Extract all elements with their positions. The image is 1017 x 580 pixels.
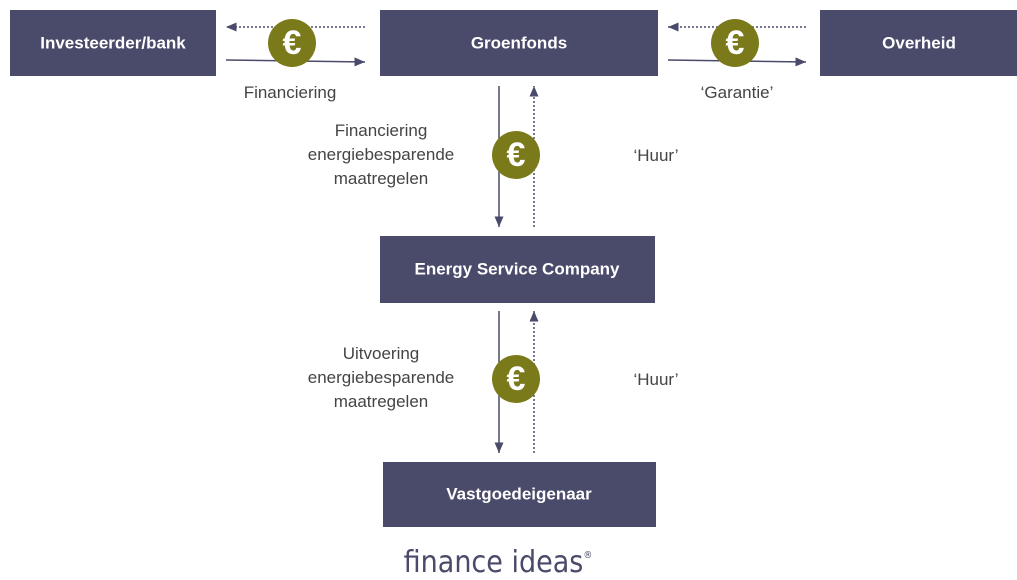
edge-label: Financiering: [244, 83, 337, 102]
edge-label: Uitvoering energiebesparende maatregelen: [308, 344, 455, 411]
node-label: Groenfonds: [471, 33, 567, 52]
label-line: Uitvoering: [343, 344, 420, 363]
node-label: Vastgoedeigenaar: [446, 484, 592, 503]
node-box: [383, 462, 656, 527]
label-line: Financiering: [335, 121, 428, 140]
euro-icon: €: [507, 136, 526, 174]
label-line: maatregelen: [334, 392, 429, 411]
edge-labels: Financiering ‘Garantie’ Financiering ener…: [244, 83, 774, 411]
euro-coin: [492, 355, 540, 403]
coins: € € € €: [268, 19, 759, 403]
edge-label: Financiering energiebesparende maatregelen: [308, 121, 455, 188]
node-label: Investeerder/bank: [40, 33, 186, 52]
logo: finance ideas®: [404, 545, 593, 580]
euro-icon: €: [726, 24, 745, 62]
euro-icon: €: [283, 24, 302, 62]
edge-label: ‘Huur’: [633, 146, 678, 165]
nodes: Investeerder/bank Groenfonds Overheid En…: [10, 10, 1017, 527]
node-box: [10, 10, 216, 76]
node-box: [820, 10, 1017, 76]
node-box: [380, 236, 655, 303]
node-label: Energy Service Company: [414, 259, 620, 278]
logo-mark: ®: [583, 550, 592, 561]
euro-coin: [492, 131, 540, 179]
edge-label: ‘Huur’: [633, 370, 678, 389]
euro-coin: [711, 19, 759, 67]
label-line: energiebesparende: [308, 368, 455, 387]
node-label: Overheid: [882, 33, 956, 52]
label-line: maatregelen: [334, 169, 429, 188]
euro-icon: €: [507, 360, 526, 398]
euro-coin: [268, 19, 316, 67]
logo-text: finance ideas: [404, 545, 584, 580]
label-line: energiebesparende: [308, 145, 455, 164]
node-box: [380, 10, 658, 76]
edge-label: ‘Garantie’: [701, 83, 774, 102]
